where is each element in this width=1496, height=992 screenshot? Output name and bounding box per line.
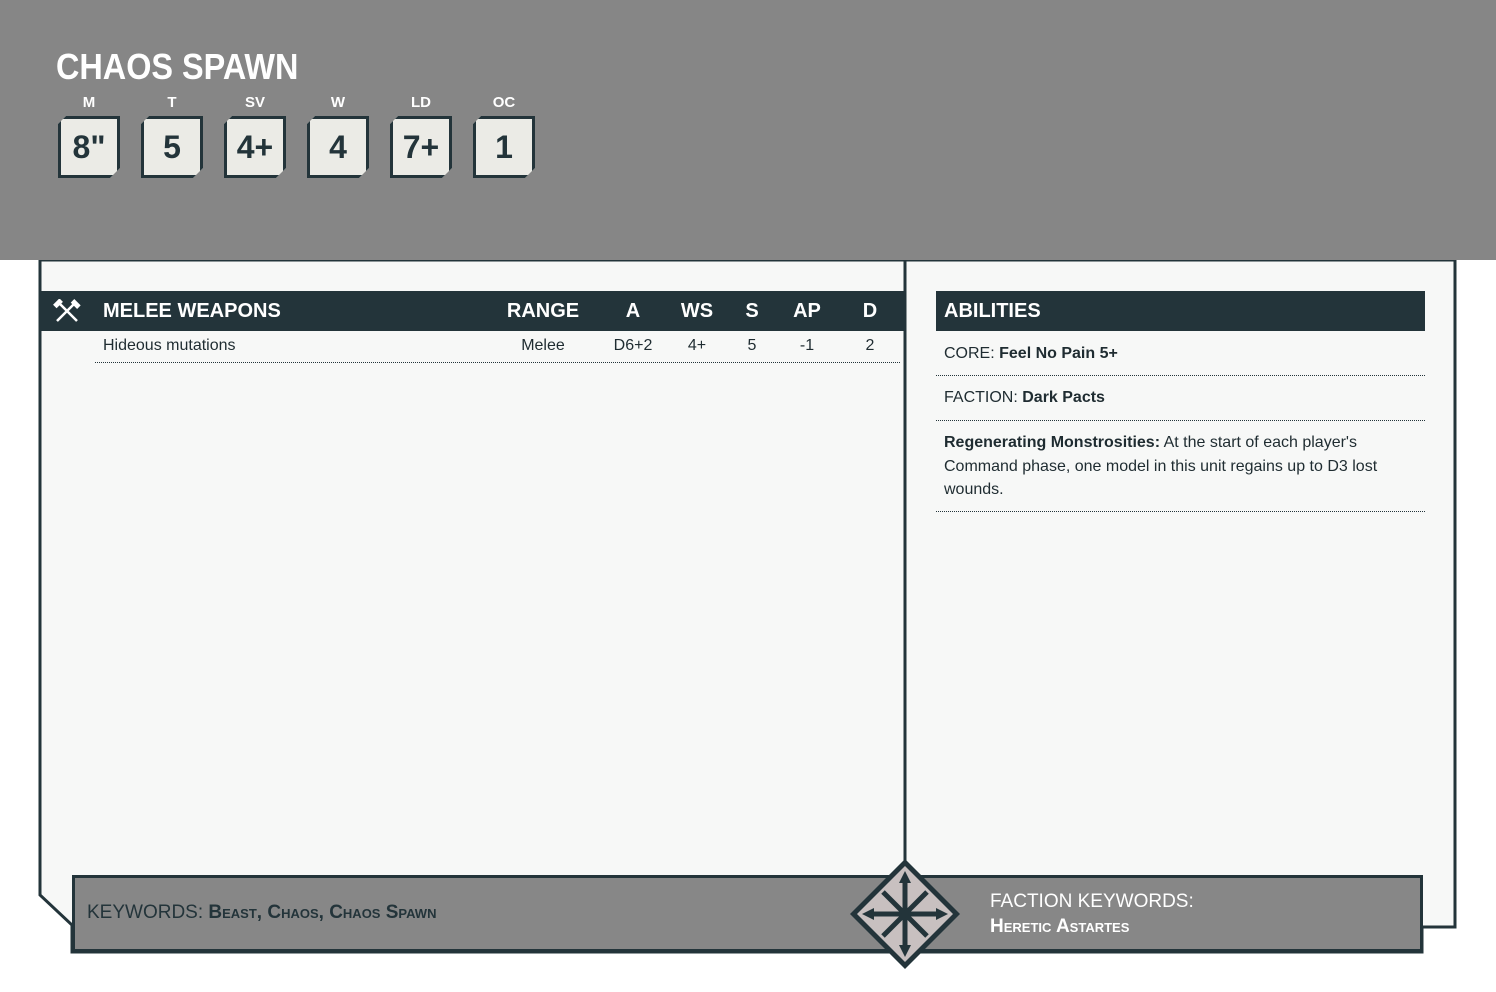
unit-name: CHAOS SPAWN: [56, 46, 299, 87]
keywords-bar: [72, 875, 1423, 952]
stat-value: 1: [473, 116, 535, 178]
ability-text: At the start of each player's Command ph…: [944, 434, 1378, 498]
divider: [936, 420, 1425, 421]
faction-keywords-value: Heretic Astartes: [990, 916, 1130, 937]
ability-core: CORE: Feel No Pain 5+: [944, 342, 1384, 366]
divider: [936, 375, 1425, 376]
stat-value: 5: [141, 116, 203, 178]
melee-weapons-header: MELEE WEAPONS RANGE A WS S AP D: [41, 291, 904, 331]
ability-faction: FACTION: Dark Pacts: [944, 386, 1384, 410]
keywords-value: Beast, Chaos, Chaos Spawn: [208, 902, 437, 923]
ability-core-value: Feel No Pain 5+: [999, 345, 1118, 362]
col-range: RANGE: [506, 299, 580, 322]
ability-regenerating: Regenerating Monstrosities: At the start…: [944, 431, 1384, 502]
weapon-ws: 4+: [687, 337, 707, 354]
stat-value: 4+: [224, 116, 286, 178]
stat-m: M 8": [58, 94, 120, 178]
col-d: D: [862, 299, 878, 322]
row-divider: [95, 362, 900, 363]
faction-keywords: FACTION KEYWORDS: Heretic Astartes: [990, 889, 1194, 939]
abilities-header: ABILITIES: [936, 291, 1425, 331]
weapon-d: 2: [865, 337, 875, 354]
stat-oc: OC 1: [473, 94, 535, 178]
stat-value: 7+: [390, 116, 452, 178]
keywords-label: KEYWORDS:: [87, 902, 204, 923]
ability-name: Regenerating Monstrosities:: [944, 434, 1161, 451]
stat-label: T: [167, 94, 177, 111]
weapon-ap: -1: [799, 337, 815, 354]
faction-keywords-label: FACTION KEYWORDS:: [990, 891, 1194, 912]
stat-value: 4: [307, 116, 369, 178]
stat-label: M: [82, 94, 96, 111]
weapon-range: Melee: [521, 337, 565, 354]
stat-label: LD: [411, 94, 431, 111]
stat-label: W: [330, 94, 346, 111]
weapon-s: 5: [747, 337, 757, 354]
col-s: S: [745, 299, 759, 322]
crossed-hammers-icon: [53, 299, 81, 322]
divider: [936, 511, 1425, 512]
stat-sv: SV 4+: [224, 94, 286, 178]
weapon-a: D6+2: [613, 337, 653, 354]
melee-weapons-title: MELEE WEAPONS: [103, 299, 281, 322]
ability-core-label: CORE:: [944, 345, 995, 362]
stat-label: OC: [492, 94, 516, 111]
chaos-star-icon: [850, 859, 960, 969]
weapon-name: Hideous mutations: [103, 337, 236, 354]
keywords: KEYWORDS: Beast, Chaos, Chaos Spawn: [87, 902, 436, 924]
stat-ld: LD 7+: [390, 94, 452, 178]
col-ws: WS: [680, 299, 714, 322]
abilities-title: ABILITIES: [944, 299, 1041, 322]
stat-label: SV: [244, 94, 265, 111]
col-a: A: [625, 299, 641, 322]
col-ap: AP: [793, 299, 821, 322]
stat-value: 8": [58, 116, 120, 178]
ability-faction-label: FACTION:: [944, 389, 1018, 406]
ability-faction-value: Dark Pacts: [1022, 389, 1105, 406]
